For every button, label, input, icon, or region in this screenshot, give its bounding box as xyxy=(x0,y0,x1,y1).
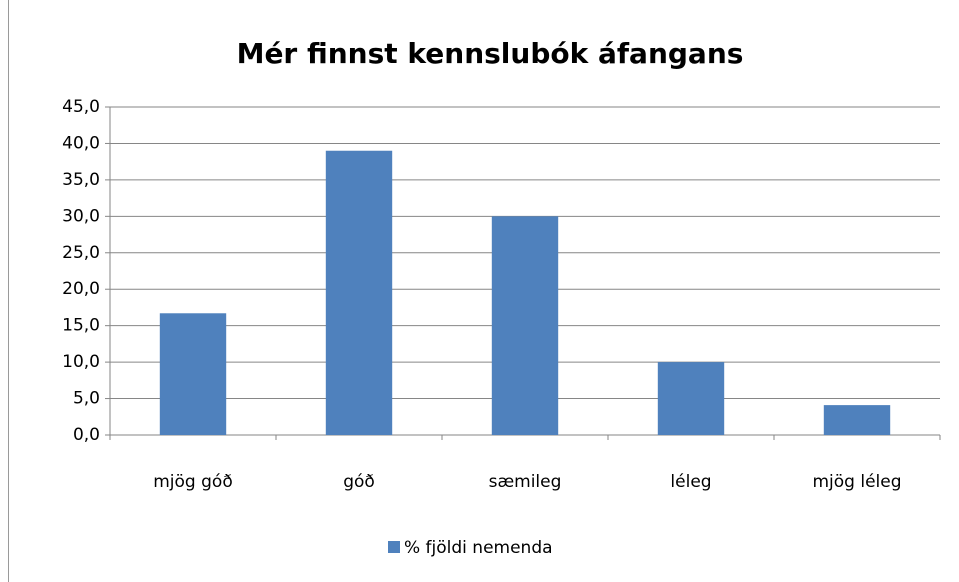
y-tick-label: 15,0 xyxy=(62,316,100,336)
bar xyxy=(325,150,393,435)
bar xyxy=(823,405,891,435)
y-tick-label: 45,0 xyxy=(62,97,100,117)
y-tick-label: 20,0 xyxy=(62,279,100,299)
y-tick-label: 5,0 xyxy=(73,389,100,409)
bar xyxy=(491,216,559,435)
bar xyxy=(657,362,725,435)
y-tick-label: 30,0 xyxy=(62,206,100,226)
x-tick-label: mjög léleg xyxy=(812,472,901,492)
chart-border xyxy=(8,0,959,582)
legend-label: % fjöldi nemenda xyxy=(404,538,553,558)
chart-title: Mér finnst kennslubók áfangans xyxy=(237,37,744,70)
y-tick-label: 0,0 xyxy=(73,425,100,445)
x-tick-label: sæmileg xyxy=(489,472,562,492)
x-tick-label: léleg xyxy=(670,472,711,492)
y-tick-label: 40,0 xyxy=(62,133,100,153)
x-tick-label: góð xyxy=(343,472,375,492)
y-tick-label: 25,0 xyxy=(62,243,100,263)
y-tick-label: 10,0 xyxy=(62,352,100,372)
legend-swatch xyxy=(388,541,400,553)
bar xyxy=(159,313,227,435)
x-tick-label: mjög góð xyxy=(153,472,232,492)
y-tick-label: 35,0 xyxy=(62,170,100,190)
